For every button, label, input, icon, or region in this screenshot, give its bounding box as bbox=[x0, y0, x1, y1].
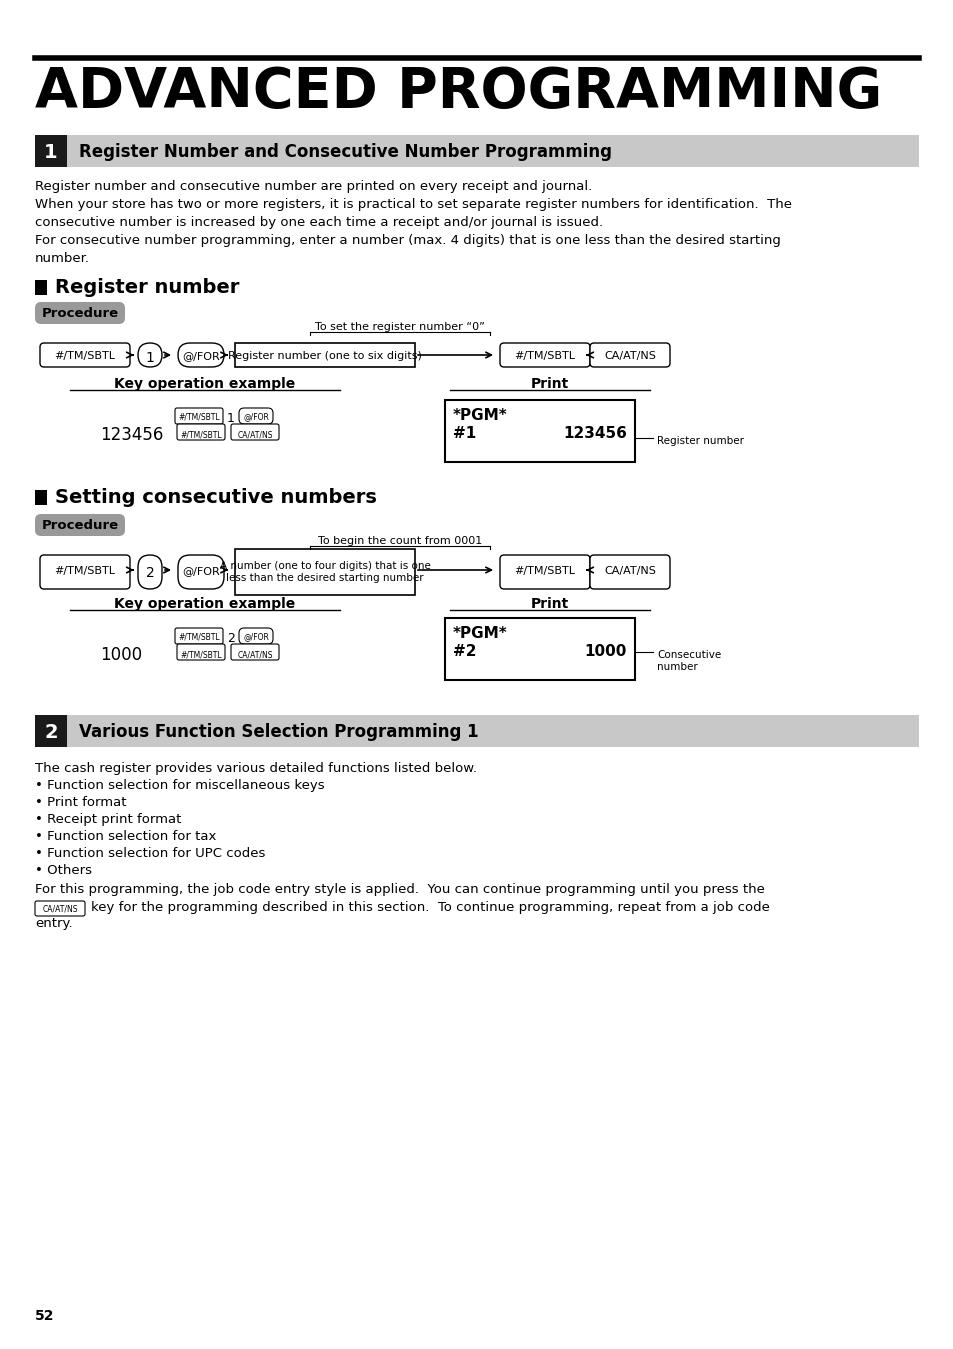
Text: Register number and consecutive number are printed on every receipt and journal.: Register number and consecutive number a… bbox=[35, 179, 592, 193]
Text: Register number: Register number bbox=[657, 436, 743, 447]
FancyBboxPatch shape bbox=[35, 514, 125, 536]
Text: Print: Print bbox=[530, 598, 569, 611]
FancyBboxPatch shape bbox=[589, 554, 669, 590]
Text: Register number: Register number bbox=[55, 278, 239, 297]
FancyBboxPatch shape bbox=[174, 407, 223, 424]
Text: • Receipt print format: • Receipt print format bbox=[35, 813, 181, 826]
Text: *PGM*: *PGM* bbox=[453, 626, 507, 641]
Text: Register Number and Consecutive Number Programming: Register Number and Consecutive Number P… bbox=[79, 143, 612, 161]
FancyBboxPatch shape bbox=[239, 407, 273, 424]
Text: #/TM/SBTL: #/TM/SBTL bbox=[178, 631, 219, 641]
Text: • Print format: • Print format bbox=[35, 796, 127, 809]
Text: 1: 1 bbox=[227, 411, 234, 425]
Text: #/TM/SBTL: #/TM/SBTL bbox=[178, 411, 219, 421]
Text: CA/AT/NS: CA/AT/NS bbox=[603, 567, 656, 576]
Text: To set the register number “0”: To set the register number “0” bbox=[314, 322, 484, 332]
FancyBboxPatch shape bbox=[177, 424, 225, 440]
Text: When your store has two or more registers, it is practical to set separate regis: When your store has two or more register… bbox=[35, 198, 791, 210]
FancyBboxPatch shape bbox=[239, 629, 273, 643]
Text: CA/AT/NS: CA/AT/NS bbox=[603, 351, 656, 362]
Text: #2: #2 bbox=[453, 643, 476, 660]
FancyBboxPatch shape bbox=[178, 343, 224, 367]
Text: A number (one to four digits) that is one: A number (one to four digits) that is on… bbox=[219, 561, 430, 571]
Text: key for the programming described in this section.  To continue programming, rep: key for the programming described in thi… bbox=[91, 901, 769, 915]
FancyBboxPatch shape bbox=[231, 424, 278, 440]
Text: CA/AT/NS: CA/AT/NS bbox=[237, 650, 273, 660]
Text: number.: number. bbox=[35, 252, 90, 264]
Text: 1000: 1000 bbox=[100, 646, 142, 664]
Text: #/TM/SBTL: #/TM/SBTL bbox=[54, 567, 115, 576]
Text: Print: Print bbox=[530, 376, 569, 391]
Text: #/TM/SBTL: #/TM/SBTL bbox=[180, 650, 222, 660]
FancyBboxPatch shape bbox=[177, 643, 225, 660]
Text: 2: 2 bbox=[44, 723, 58, 742]
Bar bbox=[35, 490, 47, 505]
Text: 2: 2 bbox=[227, 631, 234, 645]
Text: Key operation example: Key operation example bbox=[114, 598, 295, 611]
Text: 123456: 123456 bbox=[100, 426, 163, 444]
Text: number: number bbox=[657, 662, 697, 672]
Text: 123456: 123456 bbox=[562, 426, 626, 441]
Text: Various Function Selection Programming 1: Various Function Selection Programming 1 bbox=[79, 723, 478, 741]
FancyBboxPatch shape bbox=[499, 554, 589, 590]
FancyBboxPatch shape bbox=[231, 643, 278, 660]
Text: • Others: • Others bbox=[35, 863, 91, 877]
Text: 1000: 1000 bbox=[584, 643, 626, 660]
Text: @/FOR: @/FOR bbox=[182, 351, 219, 362]
Bar bbox=[444, 618, 635, 680]
Text: For consecutive number programming, enter a number (max. 4 digits) that is one l: For consecutive number programming, ente… bbox=[35, 233, 781, 247]
Bar bbox=[35, 715, 67, 747]
FancyBboxPatch shape bbox=[40, 554, 130, 590]
FancyBboxPatch shape bbox=[40, 343, 130, 367]
Text: @/FOR: @/FOR bbox=[243, 631, 269, 641]
FancyBboxPatch shape bbox=[499, 343, 589, 367]
Text: For this programming, the job code entry style is applied.  You can continue pro: For this programming, the job code entry… bbox=[35, 884, 764, 896]
FancyBboxPatch shape bbox=[178, 554, 224, 590]
Text: ADVANCED PROGRAMMING: ADVANCED PROGRAMMING bbox=[35, 65, 882, 119]
FancyBboxPatch shape bbox=[138, 554, 162, 590]
Text: less than the desired starting number: less than the desired starting number bbox=[226, 573, 423, 583]
Text: @/FOR: @/FOR bbox=[182, 567, 219, 576]
Text: entry.: entry. bbox=[35, 917, 72, 929]
Text: CA/AT/NS: CA/AT/NS bbox=[237, 430, 273, 438]
Text: To begin the count from 0001: To begin the count from 0001 bbox=[317, 536, 481, 546]
Text: #/TM/SBTL: #/TM/SBTL bbox=[514, 567, 575, 576]
Text: • Function selection for UPC codes: • Function selection for UPC codes bbox=[35, 847, 265, 861]
Text: #/TM/SBTL: #/TM/SBTL bbox=[54, 351, 115, 362]
Bar bbox=[35, 135, 67, 167]
Text: • Function selection for miscellaneous keys: • Function selection for miscellaneous k… bbox=[35, 778, 324, 792]
Text: #/TM/SBTL: #/TM/SBTL bbox=[514, 351, 575, 362]
Text: 52: 52 bbox=[35, 1309, 54, 1323]
FancyBboxPatch shape bbox=[35, 901, 85, 916]
Text: Consecutive: Consecutive bbox=[657, 650, 720, 660]
Bar bbox=[35, 135, 918, 167]
Text: *PGM*: *PGM* bbox=[453, 407, 507, 424]
Text: • Function selection for tax: • Function selection for tax bbox=[35, 830, 216, 843]
Text: 1: 1 bbox=[44, 143, 58, 162]
FancyBboxPatch shape bbox=[35, 302, 125, 324]
Text: consecutive number is increased by one each time a receipt and/or journal is iss: consecutive number is increased by one e… bbox=[35, 216, 602, 229]
Text: #1: #1 bbox=[453, 426, 476, 441]
Bar bbox=[234, 549, 415, 595]
Text: #/TM/SBTL: #/TM/SBTL bbox=[180, 430, 222, 438]
Bar bbox=[444, 401, 635, 461]
Text: CA/AT/NS: CA/AT/NS bbox=[42, 904, 77, 913]
Text: 2: 2 bbox=[146, 567, 154, 580]
FancyBboxPatch shape bbox=[174, 629, 223, 643]
FancyBboxPatch shape bbox=[138, 343, 162, 367]
Text: Register number (one to six digits): Register number (one to six digits) bbox=[228, 351, 421, 362]
Bar bbox=[35, 715, 918, 747]
Text: @/FOR: @/FOR bbox=[243, 411, 269, 421]
Text: 1: 1 bbox=[146, 351, 154, 366]
Bar bbox=[35, 281, 47, 295]
Text: The cash register provides various detailed functions listed below.: The cash register provides various detai… bbox=[35, 762, 476, 774]
Bar bbox=[234, 343, 415, 367]
Text: Key operation example: Key operation example bbox=[114, 376, 295, 391]
Text: Procedure: Procedure bbox=[41, 308, 118, 320]
Text: Procedure: Procedure bbox=[41, 519, 118, 532]
Text: Setting consecutive numbers: Setting consecutive numbers bbox=[55, 488, 376, 507]
FancyBboxPatch shape bbox=[589, 343, 669, 367]
